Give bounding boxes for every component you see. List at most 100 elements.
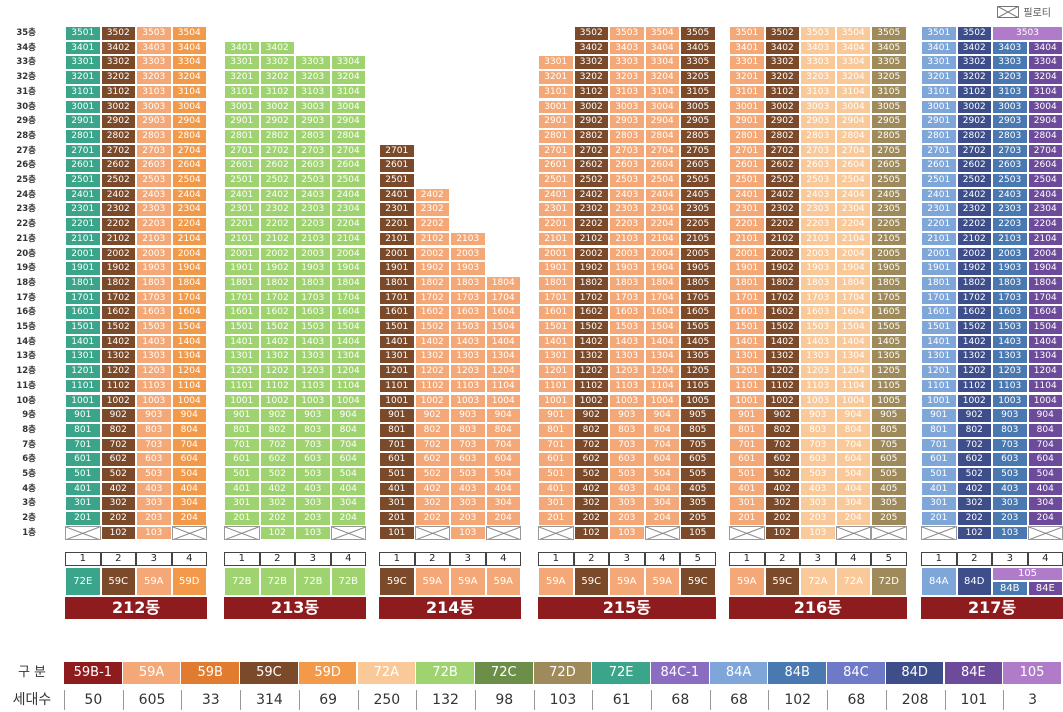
unit-cell: 3301: [921, 55, 957, 70]
unit-cell: 502: [260, 467, 296, 482]
unit-cell: 801: [538, 423, 574, 438]
unit-cell: 3003: [609, 100, 645, 115]
unit-cell: 1301: [65, 349, 101, 364]
legend-divider: [1003, 690, 1004, 710]
unit-cell: 2303: [136, 202, 172, 217]
unit-cell: 2502: [957, 173, 993, 188]
legend-type: 105: [1003, 662, 1061, 684]
unit-cell: 2804: [836, 129, 872, 144]
unit-cell: 204: [836, 511, 872, 526]
unit-cell: 3301: [224, 55, 260, 70]
unit-cell: 702: [957, 438, 993, 453]
unit-cell: 1002: [957, 394, 993, 409]
unit-cell: 2301: [224, 202, 260, 217]
unit-cell: 3505: [871, 26, 907, 41]
unit-cell: 2603: [800, 158, 836, 173]
unit-cell: 2804: [172, 129, 208, 144]
floor-label: 19층: [0, 261, 36, 276]
unit-cell: 3201: [729, 70, 765, 85]
unit-cell: 1504: [645, 320, 681, 335]
unit-cell: 1204: [331, 364, 367, 379]
line-type-merged: 105: [992, 567, 1063, 581]
unit-cell: 3003: [136, 100, 172, 115]
unit-cell: 2304: [1028, 202, 1063, 217]
unit-cell: 1603: [450, 305, 486, 320]
unit-cell: 1901: [538, 261, 574, 276]
unit-cell: 3103: [992, 85, 1028, 100]
unit-cell: 2203: [295, 217, 331, 232]
unit-cell: 2103: [992, 232, 1028, 247]
unit-cell: 2704: [1028, 144, 1063, 159]
unit-cell: 2904: [1028, 114, 1063, 129]
unit-cell: 1502: [957, 320, 993, 335]
unit-cell: 1604: [836, 305, 872, 320]
unit-cell: 1603: [800, 305, 836, 320]
floor-label: 16층: [0, 305, 36, 320]
unit-cell: 2602: [957, 158, 993, 173]
unit-cell: 1903: [609, 261, 645, 276]
unit-cell: 1801: [921, 276, 957, 291]
floor-label: 30층: [0, 100, 36, 115]
unit-cell: 1001: [921, 394, 957, 409]
line-type: 72B: [260, 567, 296, 596]
floor-label: 26층: [0, 158, 36, 173]
unit-cell: 1402: [957, 335, 993, 350]
unit-cell: 1303: [450, 349, 486, 364]
unit-cell: 902: [957, 408, 993, 423]
unit-cell: 2004: [1028, 247, 1063, 262]
unit-cell: 1904: [645, 261, 681, 276]
unit-cell: 2703: [136, 144, 172, 159]
unit-cell: 505: [871, 467, 907, 482]
unit-cell: 1902: [574, 261, 610, 276]
unit-cell: 801: [224, 423, 260, 438]
unit-cell: 1703: [450, 291, 486, 306]
legend-divider: [240, 690, 241, 710]
unit-cell: 404: [1028, 482, 1063, 497]
unit-cell: 405: [871, 482, 907, 497]
floor-label: 10층: [0, 394, 36, 409]
unit-cell: 3104: [172, 85, 208, 100]
unit-cell: 1605: [680, 305, 716, 320]
unit-cell: 3503: [800, 26, 836, 41]
unit-cell: 2203: [800, 217, 836, 232]
unit-cell: 3101: [65, 85, 101, 100]
unit-cell: 3203: [992, 70, 1028, 85]
unit-cell: 3202: [957, 70, 993, 85]
unit-cell: 703: [136, 438, 172, 453]
unit-cell: 904: [1028, 408, 1063, 423]
unit-cell: 304: [172, 496, 208, 511]
unit-cell: 1002: [574, 394, 610, 409]
unit-cell: 2103: [450, 232, 486, 247]
unit-cell: 2702: [101, 144, 137, 159]
unit-cell: 1704: [645, 291, 681, 306]
unit-cell: 2101: [65, 232, 101, 247]
unit-cell: 3205: [680, 70, 716, 85]
unit-cell: 1503: [609, 320, 645, 335]
unit-cell: 301: [379, 496, 415, 511]
line-type: 59A: [415, 567, 451, 596]
unit-cell: 3103: [609, 85, 645, 100]
unit-cell: 404: [172, 482, 208, 497]
unit-cell: 905: [871, 408, 907, 423]
legend-type: 59A: [123, 662, 181, 684]
unit-cell: 804: [836, 423, 872, 438]
unit-cell: 3503: [609, 26, 645, 41]
unit-cell: 1802: [260, 276, 296, 291]
unit-cell: 805: [680, 423, 716, 438]
unit-cell: 2502: [574, 173, 610, 188]
legend-divider: [416, 690, 417, 710]
piloti-cell: [921, 526, 957, 541]
unit-cell: 2805: [680, 129, 716, 144]
unit-cell: 2202: [101, 217, 137, 232]
unit-cell: 3104: [645, 85, 681, 100]
floor-label: 32층: [0, 70, 36, 85]
unit-cell: 901: [729, 408, 765, 423]
unit-cell: 701: [729, 438, 765, 453]
unit-cell: 1803: [609, 276, 645, 291]
unit-cell: 3304: [331, 55, 367, 70]
unit-cell: 1004: [486, 394, 522, 409]
unit-cell: 601: [379, 452, 415, 467]
unit-cell: 203: [295, 511, 331, 526]
floor-label: 29층: [0, 114, 36, 129]
unit-cell: 2703: [295, 144, 331, 159]
